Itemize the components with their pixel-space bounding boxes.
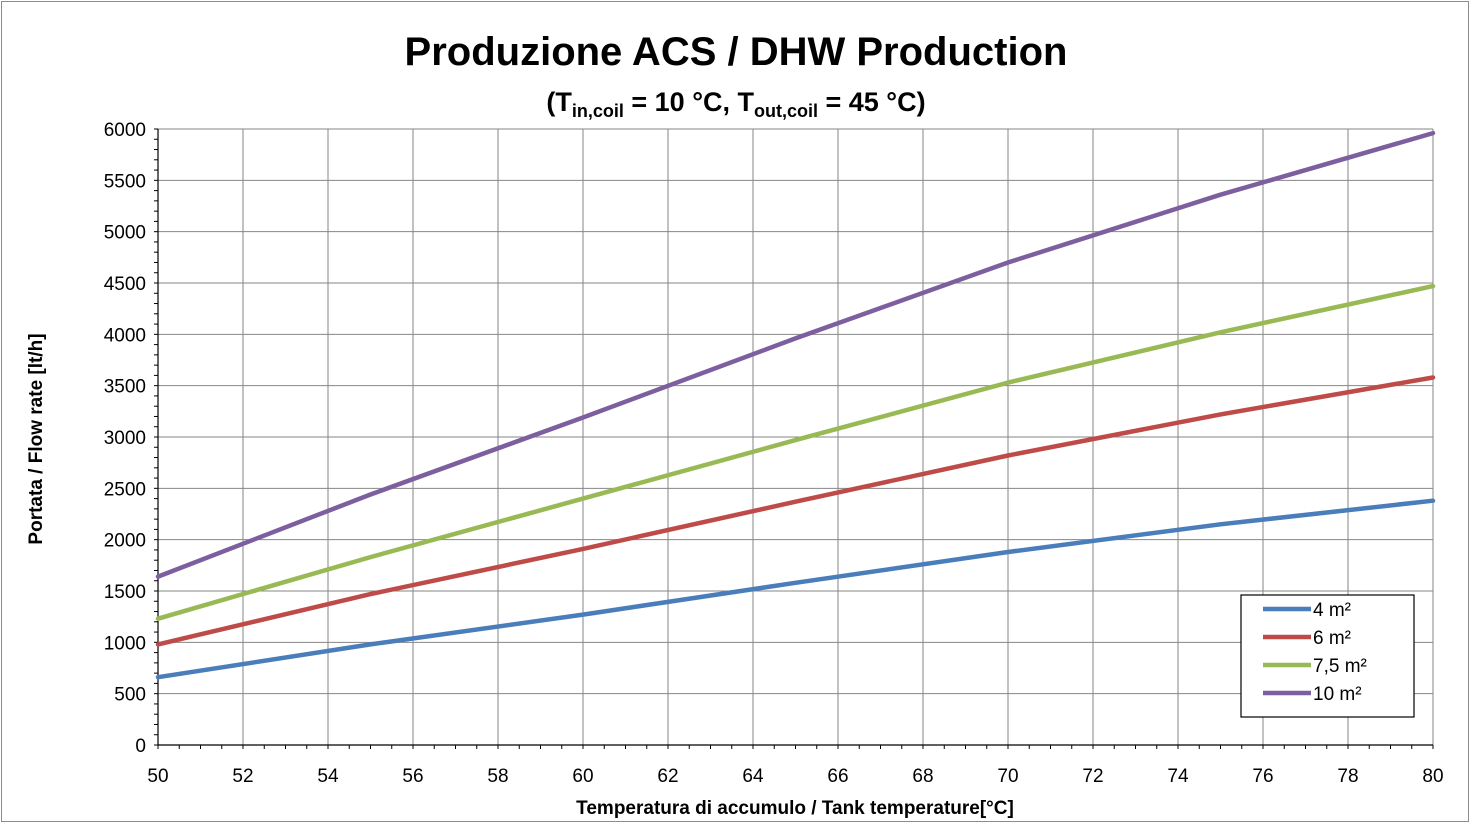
legend-label: 4 m² [1313,600,1351,621]
x-tick-label: 58 [487,766,508,787]
legend-box [1240,594,1415,718]
axes: 0 500 1000 1500 2000 2500 3000 3500 4000 4500 5000… [104,120,1444,787]
y-tick-label: 3500 [104,377,146,398]
x-tick-label: 78 [1337,766,1358,787]
x-tick-label: 50 [147,766,168,787]
x-tick-label: 70 [997,766,1018,787]
series-line [155,498,1436,680]
x-tick-label: 62 [657,766,678,787]
x-tick-label: 56 [402,766,423,787]
x-tick-label: 52 [232,766,253,787]
subtitle-middle: = 10 °C, T [623,87,754,117]
y-tick-label: 0 [135,736,146,757]
legend-label: 7,5 m² [1313,656,1367,677]
y-tick-label: 2500 [104,479,146,500]
x-tick-label: 72 [1082,766,1103,787]
x-tick-label: 66 [827,766,848,787]
subtitle-in-subscript: in,coil [571,101,624,121]
y-tick-label: 4500 [104,274,146,295]
x-tick-label: 60 [572,766,593,787]
y-tick-label: 5500 [104,171,146,192]
y-tick-label: 6000 [104,120,146,141]
x-tick-label: 68 [912,766,933,787]
legend: 4 m² 6 m² 7,5 m² 10 m² [1240,594,1415,718]
x-tick-label: 74 [1167,766,1189,787]
chart-title: Produzione ACS / DHW Production [404,30,1068,74]
y-tick-label: 500 [114,685,146,706]
legend-label: 10 m² [1313,684,1362,705]
chart-subtitle: (Tin,coil = 10 °C, Tout,coil = 45 °C) [0,87,1472,122]
y-tick-label: 1500 [104,582,146,603]
x-tick-label: 64 [742,766,764,787]
y-tick-label: 5000 [104,223,146,244]
x-axis-title: Temperatura di accumulo / Tank temperatu… [576,798,1014,819]
series-line [155,375,1436,647]
x-tick-label: 80 [1422,766,1443,787]
y-axis-title: Portata / Flow rate [lt/h] [26,333,47,544]
series-line [155,130,1436,579]
series-line [155,283,1436,621]
subtitle-open: (T [546,87,572,117]
subtitle-out-subscript: out,coil [754,101,818,121]
y-tick-label: 3000 [104,428,146,449]
y-tick-label: 4000 [104,325,146,346]
x-tick-label: 76 [1252,766,1273,787]
x-tick-label: 54 [317,766,339,787]
series-lines [155,130,1436,680]
y-tick-label: 1000 [104,633,146,654]
legend-label: 6 m² [1313,628,1351,649]
y-tick-label: 2000 [104,531,146,552]
subtitle-close: = 45 °C) [818,87,926,117]
